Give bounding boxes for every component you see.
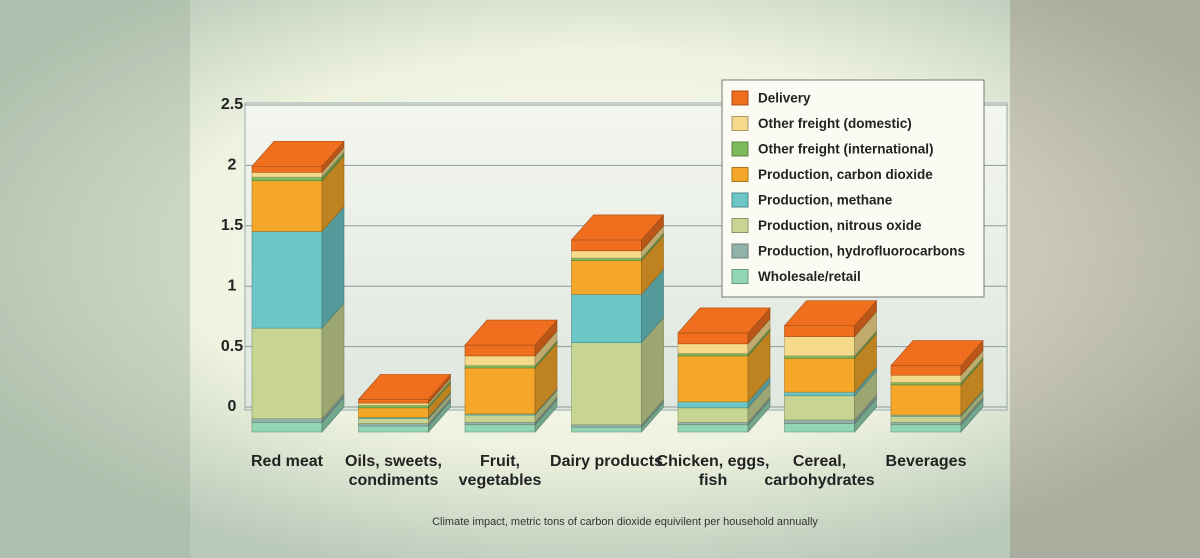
legend-label: Production, methane <box>758 193 893 208</box>
bar-segment <box>678 356 748 402</box>
bar-segment <box>678 353 748 355</box>
bar-segment <box>359 405 429 407</box>
left-illustration <box>0 0 190 558</box>
y-tick-label: 0.5 <box>221 338 243 355</box>
bar-segment <box>572 343 642 425</box>
legend-label: Other freight (international) <box>758 142 934 157</box>
bar-segment <box>252 172 322 177</box>
y-tick-label: 2 <box>228 157 237 174</box>
bar-segment <box>359 399 429 403</box>
bar-segment <box>572 258 642 260</box>
bar-segment <box>252 166 322 172</box>
bar-segment <box>891 416 961 422</box>
bar-segment <box>359 419 429 424</box>
y-tick-label: 1 <box>228 277 237 294</box>
bar-segment <box>678 344 748 354</box>
bar-segment <box>252 419 322 423</box>
x-tick-label: Chicken, eggs, fish <box>654 452 772 490</box>
bar-segment <box>572 427 642 432</box>
legend-label: Production, nitrous oxide <box>758 218 922 233</box>
bar-segment <box>359 403 429 405</box>
bar-segment <box>465 415 535 422</box>
legend-label: Delivery <box>758 91 811 106</box>
legend-swatch <box>732 91 748 105</box>
bar-segment <box>785 337 855 356</box>
page: 0 0.5 1 1.5 2 2.5 Climate impact, metric tons… <box>0 0 1200 558</box>
legend-label: Wholesale/retail <box>758 269 861 284</box>
bar-segment <box>572 294 642 342</box>
legend-label: Other freight (domestic) <box>758 116 912 131</box>
legend-swatch <box>732 193 748 207</box>
bar-segment <box>891 375 961 382</box>
bar-segment <box>465 356 535 366</box>
legend-label: Production, hydrofluorocarbons <box>758 244 965 259</box>
x-tick-label: Beverages <box>867 452 985 471</box>
bar-segment <box>891 385 961 415</box>
bar-segment <box>891 425 961 432</box>
bar-segment <box>785 358 855 392</box>
bar-segment <box>465 345 535 356</box>
y-tick-label: 0 <box>228 398 237 415</box>
bar-segment <box>359 408 429 418</box>
bar-segment <box>465 366 535 368</box>
x-axis-note: Climate impact, metric tons of carbon di… <box>432 516 818 528</box>
bar-segment <box>785 356 855 358</box>
x-tick-label: Dairy products <box>548 452 666 471</box>
bar-segment <box>465 425 535 432</box>
bar-segment <box>252 231 322 328</box>
bar-segment <box>785 392 855 396</box>
legend-swatch <box>732 117 748 131</box>
bar-segment <box>252 181 322 232</box>
legend-label: Production, carbon dioxide <box>758 167 933 182</box>
y-tick-label: 1.5 <box>221 217 243 234</box>
bar-segment <box>572 251 642 258</box>
x-tick-label: Oils, sweets, condiments <box>335 452 453 490</box>
bar-segment <box>891 382 961 384</box>
x-tick-label: Fruit, vegetables <box>441 452 559 490</box>
bar-segment <box>572 260 642 294</box>
bar-segment <box>359 424 429 426</box>
bar-segment <box>252 328 322 419</box>
bar-segment <box>678 422 748 424</box>
bar-segment <box>252 422 322 432</box>
bar-segment <box>678 408 748 422</box>
bar-segment <box>785 396 855 420</box>
bar-segment <box>891 366 961 376</box>
right-illustration <box>1010 0 1200 558</box>
bar-segment <box>785 424 855 432</box>
bar-segment <box>572 240 642 251</box>
y-tick-label: 2.5 <box>221 96 243 113</box>
legend-swatch <box>732 219 748 233</box>
bar-segment <box>678 402 748 408</box>
bar-segment <box>465 422 535 424</box>
bar-segment <box>785 326 855 337</box>
bar-segment <box>785 420 855 424</box>
x-tick-label: Cereal, carbohydrates <box>761 452 879 490</box>
legend-swatch <box>732 142 748 156</box>
bar-segment <box>678 425 748 432</box>
legend-swatch <box>732 270 748 284</box>
bar-segment <box>359 426 429 432</box>
x-tick-label: Red meat <box>228 452 346 471</box>
bar-segment <box>465 368 535 414</box>
bar-segment <box>252 177 322 181</box>
legend-box <box>722 80 984 297</box>
chart: 0 0.5 1 1.5 2 2.5 Climate impact, metric tons… <box>0 0 1200 558</box>
bar-segment <box>891 422 961 424</box>
legend-swatch <box>732 244 748 258</box>
legend-swatch <box>732 168 748 182</box>
bar-segment <box>678 333 748 344</box>
bar-segment <box>572 425 642 427</box>
